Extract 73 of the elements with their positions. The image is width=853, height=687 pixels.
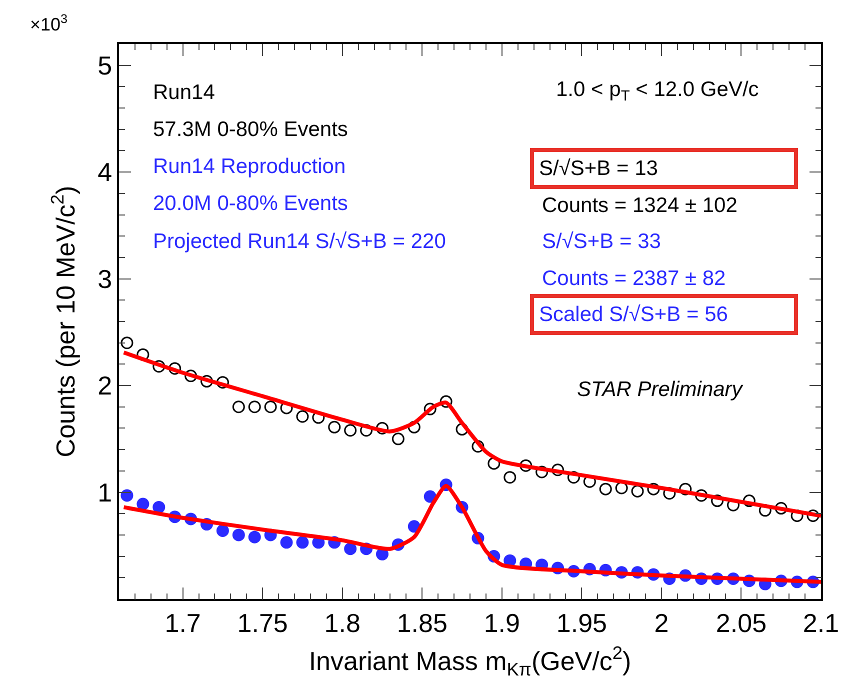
point — [615, 482, 628, 494]
point — [120, 336, 134, 350]
annotation: Run14 — [153, 81, 216, 104]
point — [248, 400, 261, 414]
annotation: S/√S+B = 13 — [539, 157, 658, 180]
annotation: Counts = 1324 ± 102 — [542, 194, 738, 217]
point — [280, 536, 293, 549]
x-tick-label: 1.9 — [484, 608, 520, 638]
point — [216, 524, 229, 537]
point — [742, 494, 756, 508]
point — [711, 494, 724, 508]
point — [552, 464, 564, 476]
annotation: Run14 Reproduction — [153, 155, 346, 178]
annotation: STAR Preliminary — [577, 378, 744, 401]
x-tick-label: 1.75 — [237, 608, 288, 638]
point — [599, 482, 612, 496]
point — [520, 459, 532, 472]
annotation: Projected Run14 S/√S+B = 220 — [153, 230, 446, 253]
y-tick-label: 3 — [98, 264, 112, 294]
point — [392, 432, 404, 446]
point — [376, 422, 388, 434]
text: ×10$^{3}$ — [30, 12, 68, 35]
point — [296, 536, 309, 549]
x-tick-label: 2.05 — [716, 608, 767, 638]
point — [216, 376, 229, 389]
annotation: 20.0M 0-80% Events — [153, 192, 348, 215]
annotation: Scaled S/√S+B = 56 — [539, 303, 728, 326]
x-tick-label: 1.95 — [556, 608, 607, 638]
point — [567, 471, 580, 484]
point — [440, 395, 452, 408]
x-tick-label: 1.85 — [396, 608, 448, 638]
annotation: S/√S+B = 33 — [542, 230, 661, 253]
x-tick-label: 1.8 — [324, 608, 360, 638]
point — [360, 424, 373, 437]
annotation: 57.3M 0-80% Events — [153, 118, 348, 141]
point — [647, 482, 660, 496]
line-series — [122, 350, 821, 518]
point — [344, 424, 357, 437]
x-tick-label: 2.1 — [802, 608, 840, 638]
point — [806, 510, 820, 522]
point — [328, 420, 341, 434]
point — [168, 362, 182, 375]
point — [344, 542, 357, 556]
point — [472, 440, 484, 453]
point — [232, 528, 245, 542]
point — [152, 500, 166, 514]
annotation: Counts = 2387 ± 82 — [542, 267, 726, 290]
point — [184, 370, 198, 382]
point — [264, 400, 277, 414]
y-tick-label: 2 — [98, 370, 112, 401]
y-tick-label: 5 — [98, 50, 112, 80]
point — [232, 400, 245, 414]
y-tick-label: 1 — [98, 477, 112, 508]
point — [120, 489, 134, 502]
point — [774, 502, 788, 515]
point — [136, 498, 150, 510]
point — [200, 375, 213, 388]
point — [695, 489, 708, 502]
point — [248, 530, 261, 544]
point — [536, 466, 548, 478]
point — [663, 487, 676, 500]
point — [631, 484, 644, 498]
x-tick-label: 2 — [654, 608, 669, 638]
point — [152, 360, 166, 373]
x-axis-title: Invariant Mass m$_{Kπ}$(GeV/c$^{2}$) — [308, 643, 632, 680]
point — [424, 402, 436, 416]
point — [408, 420, 420, 434]
point — [504, 471, 516, 484]
x-tick-label: 1.7 — [164, 608, 201, 638]
annotation: 1.0 < p$_{T}$ < 12.0 GeV/c — [556, 78, 759, 104]
point — [296, 410, 309, 423]
y-tick-label: 4 — [98, 157, 112, 188]
point — [679, 482, 692, 496]
